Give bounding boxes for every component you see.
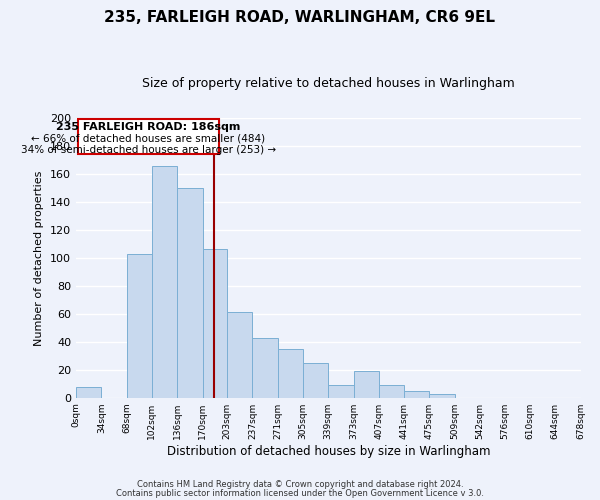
Text: Contains HM Land Registry data © Crown copyright and database right 2024.: Contains HM Land Registry data © Crown c… (137, 480, 463, 489)
Bar (127, 254, 152, 398)
Bar (227, 312, 253, 398)
Bar (203, 250, 227, 398)
Bar (328, 385, 353, 398)
Bar (152, 166, 177, 398)
Bar (379, 385, 404, 398)
Text: 34% of semi-detached houses are larger (253) →: 34% of semi-detached houses are larger (… (20, 144, 276, 154)
X-axis label: Distribution of detached houses by size in Warlingham: Distribution of detached houses by size … (167, 444, 490, 458)
Bar (177, 188, 203, 398)
Y-axis label: Number of detached properties: Number of detached properties (34, 170, 44, 346)
Bar (303, 363, 328, 398)
Bar (430, 394, 455, 398)
Bar (253, 338, 278, 398)
Text: ← 66% of detached houses are smaller (484): ← 66% of detached houses are smaller (48… (31, 134, 265, 143)
Text: 235, FARLEIGH ROAD, WARLINGHAM, CR6 9EL: 235, FARLEIGH ROAD, WARLINGHAM, CR6 9EL (104, 10, 496, 25)
FancyBboxPatch shape (77, 120, 219, 154)
Bar (404, 390, 430, 398)
Bar (353, 371, 379, 398)
Text: 235 FARLEIGH ROAD: 186sqm: 235 FARLEIGH ROAD: 186sqm (56, 122, 241, 132)
Text: Contains public sector information licensed under the Open Government Licence v : Contains public sector information licen… (116, 488, 484, 498)
Title: Size of property relative to detached houses in Warlingham: Size of property relative to detached ho… (142, 78, 515, 90)
Bar (76, 386, 101, 398)
Bar (278, 349, 303, 398)
